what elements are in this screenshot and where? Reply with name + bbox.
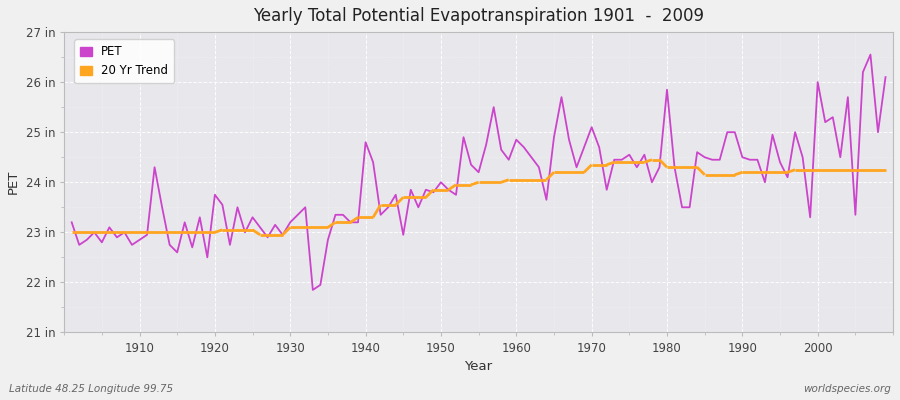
Text: worldspecies.org: worldspecies.org: [803, 384, 891, 394]
Text: Latitude 48.25 Longitude 99.75: Latitude 48.25 Longitude 99.75: [9, 384, 173, 394]
Legend: PET, 20 Yr Trend: PET, 20 Yr Trend: [74, 40, 175, 83]
Title: Yearly Total Potential Evapotranspiration 1901  -  2009: Yearly Total Potential Evapotranspiratio…: [253, 7, 704, 25]
Y-axis label: PET: PET: [7, 170, 20, 194]
X-axis label: Year: Year: [464, 360, 492, 373]
